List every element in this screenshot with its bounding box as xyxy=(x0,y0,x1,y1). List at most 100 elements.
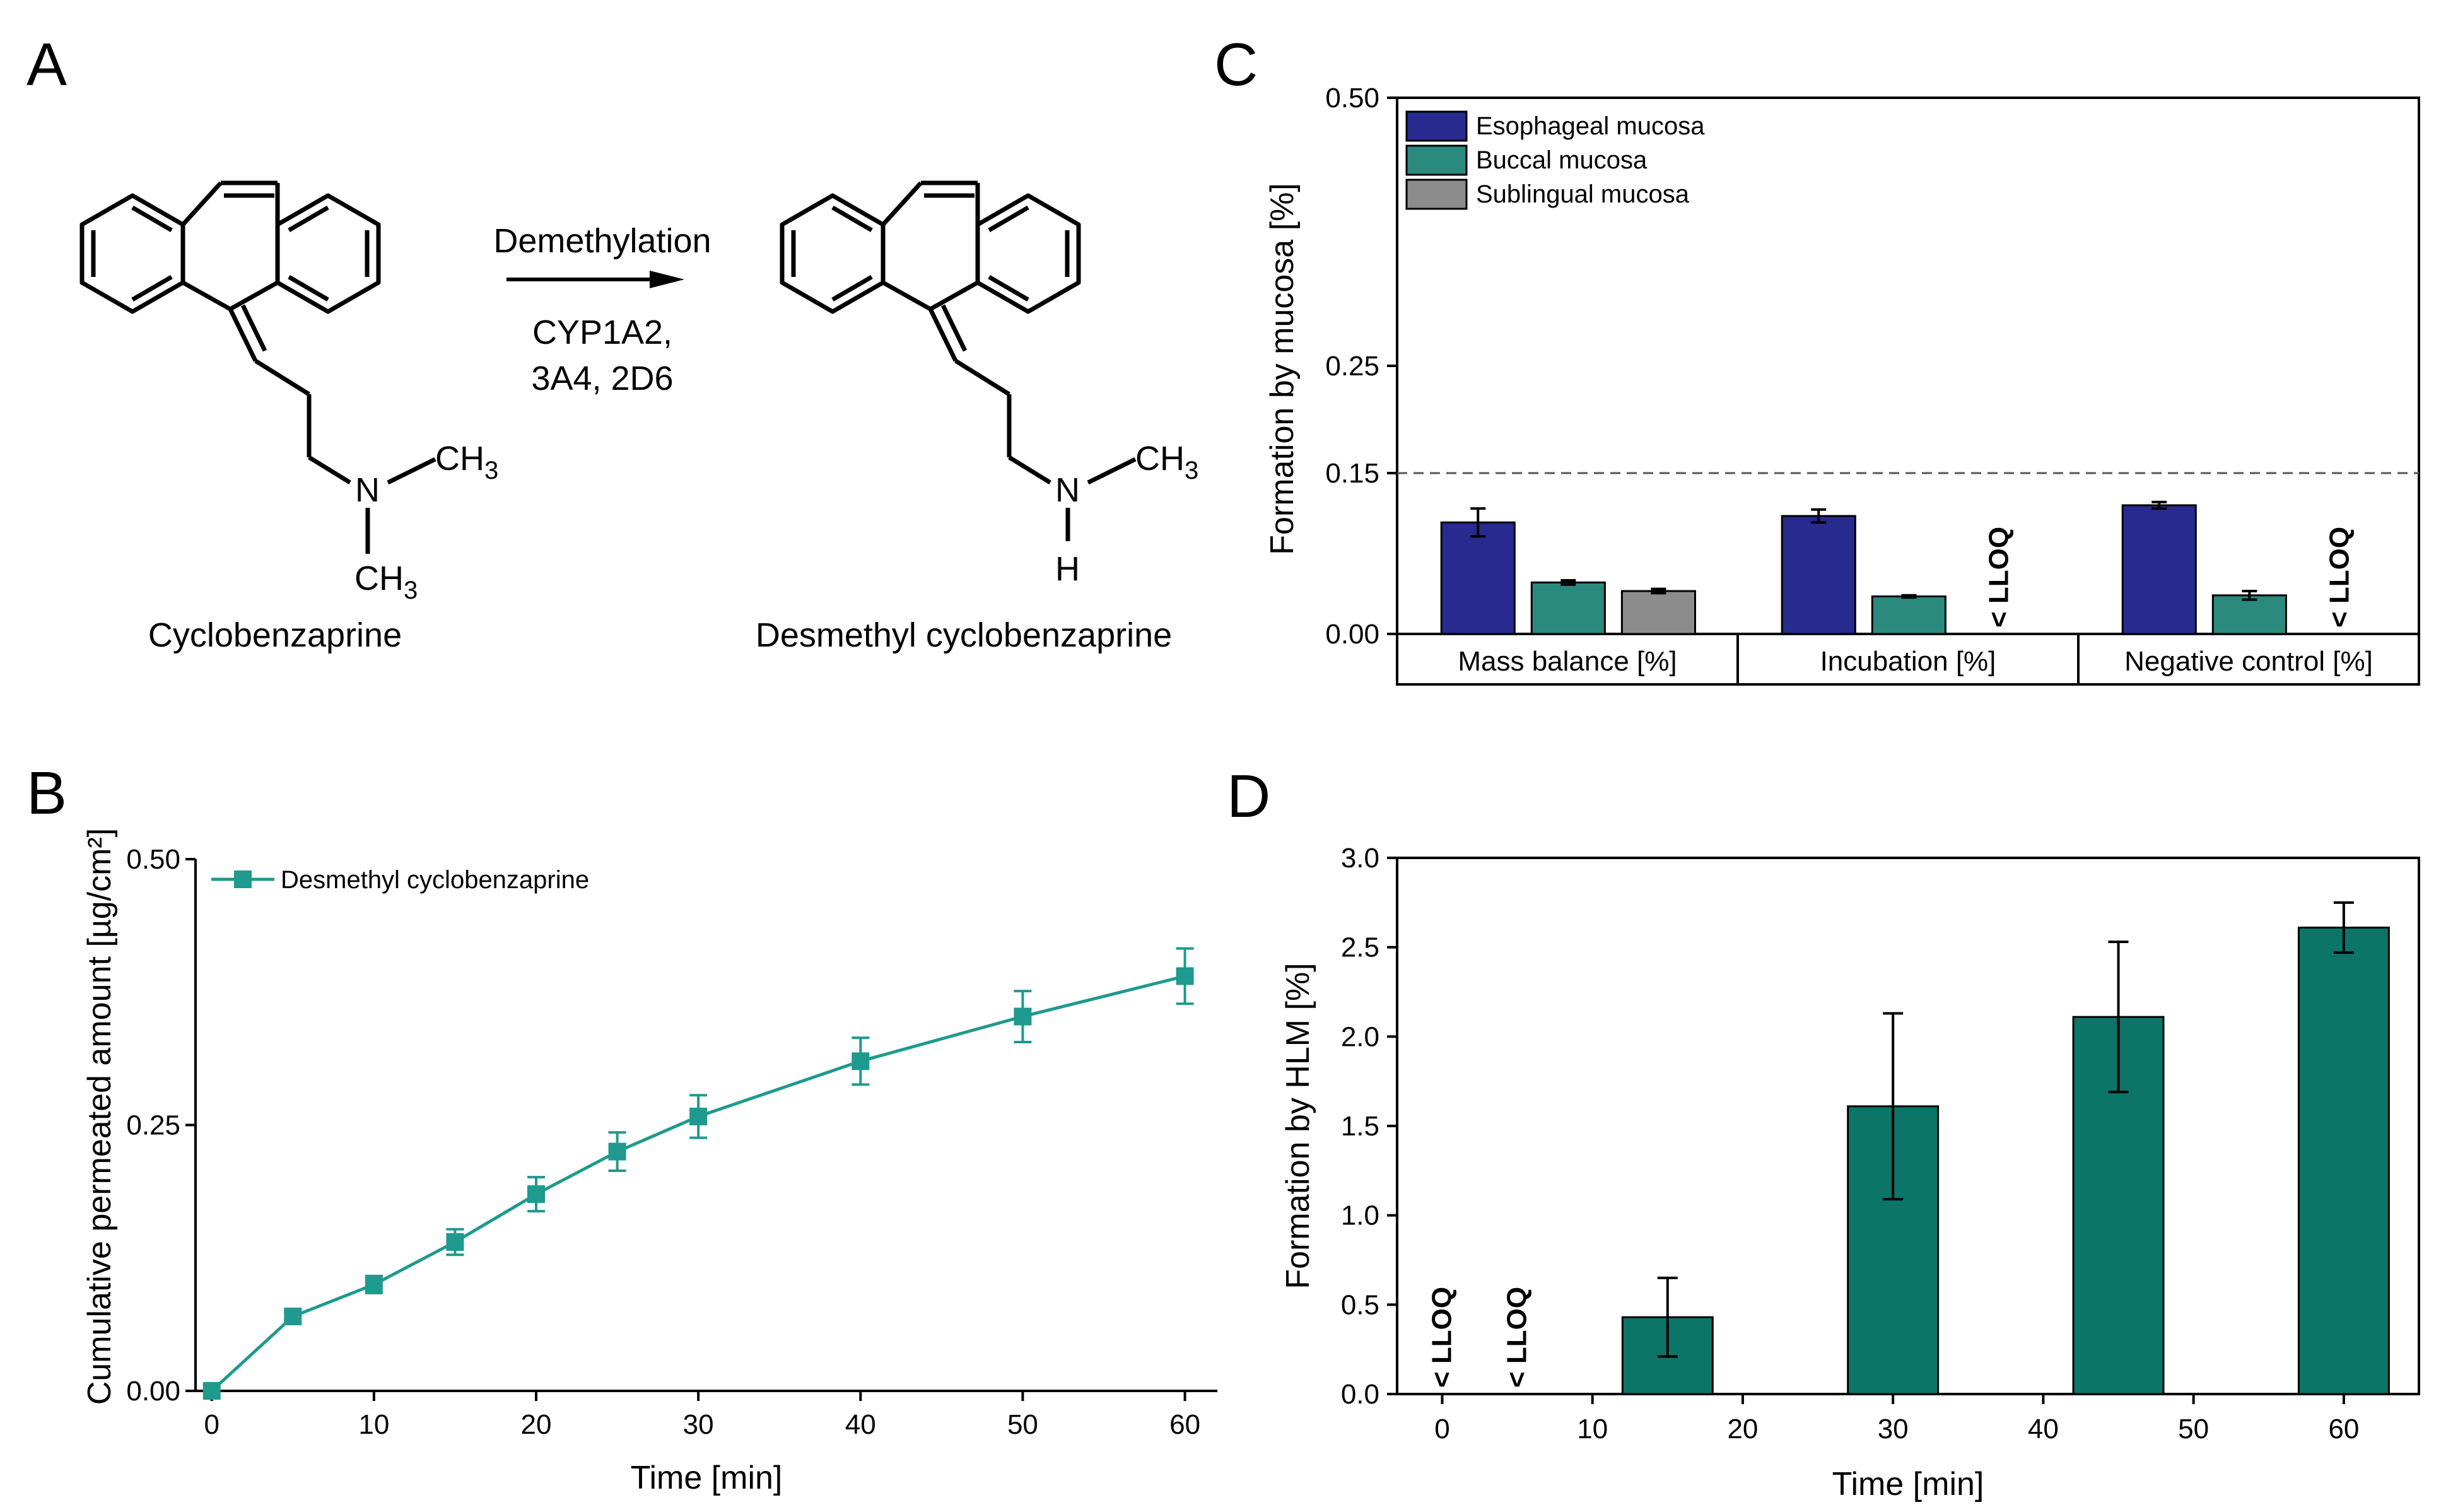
chart-b-xlabel: Time [min] xyxy=(631,1460,783,1496)
legend-marker-swatch xyxy=(234,870,252,888)
chart-c-bars: < LLOQ < LLOQ xyxy=(1440,500,2355,635)
legend-label-sublingual: Sublingual mucosa xyxy=(1476,180,1690,208)
x-tick-label: 20 xyxy=(1727,1414,1758,1445)
bar xyxy=(2211,594,2287,635)
methyl-group-2: CH3 xyxy=(354,560,418,604)
chart-d-ticks: 0 10 20 30 40 50 60 0.0 0.5 1.0 1.5 2.0 2.5 3.0 xyxy=(1341,843,2360,1445)
lloq-label: < LLOQ xyxy=(1502,1287,1533,1388)
x-tick-label: 10 xyxy=(358,1409,389,1440)
panel-c: C Formation by mucosa [%] 0.000.150.250.… xyxy=(1214,31,2420,686)
legend-label-esophageal: Esophageal mucosa xyxy=(1476,112,1705,140)
desmethyl-cyclobenzaprine-structure xyxy=(780,180,1137,541)
chart-c-ticks: 0.00 0.15 0.25 0.50 xyxy=(1325,83,1397,650)
reaction-arrowhead xyxy=(650,271,684,288)
chart-c-frame xyxy=(1396,97,2420,635)
y-tick-label: 0.15 xyxy=(1325,458,1379,489)
legend-label-buccal: Buccal mucosa xyxy=(1476,146,1648,174)
y-tick-label: 1.5 xyxy=(1341,1111,1379,1142)
legend-swatch-esophageal xyxy=(1405,110,1468,142)
x-tick-label: 60 xyxy=(2328,1414,2359,1445)
y-tick-label: 0.25 xyxy=(1325,351,1379,382)
panel-d: D Formation by HLM [%] Time [min] 0 10 20 3… xyxy=(1227,763,2420,1503)
bar xyxy=(2121,504,2197,635)
y-tick-label: 0.50 xyxy=(1325,83,1379,114)
lloq-label: < LLOQ xyxy=(1983,527,2014,628)
x-tick-label: 50 xyxy=(1007,1409,1038,1440)
x-tick-label: 40 xyxy=(845,1409,876,1440)
lloq-label: < LLOQ xyxy=(2324,527,2355,628)
methyl-group-product: CH3 xyxy=(1135,440,1198,484)
panel-label-b: B xyxy=(26,759,67,827)
bar xyxy=(1781,515,1856,635)
atom-n: N xyxy=(355,471,380,509)
x-tick-label: 10 xyxy=(1577,1414,1608,1445)
y-tick-label: 3.0 xyxy=(1341,843,1379,874)
bar xyxy=(1440,521,1516,635)
panel-b: B Cumulative permeated amount [µg/cm²] T… xyxy=(26,759,1217,1496)
chart-b-legend: Desmethyl cyclobenzaprine xyxy=(211,866,589,894)
y-tick-label: 0.0 xyxy=(1341,1379,1379,1410)
chart-c-ylabel: Formation by mucosa [%] xyxy=(1264,183,1301,555)
y-tick-label: 2.0 xyxy=(1341,1021,1379,1052)
x-tick-label: 20 xyxy=(521,1409,552,1440)
data-point xyxy=(284,1307,302,1325)
methyl-group-1: CH3 xyxy=(435,440,498,484)
category-label: Mass balance [%] xyxy=(1458,646,1677,677)
chart-d-bars: < LLOQ < LLOQ xyxy=(1426,901,2390,1395)
x-tick-label: 50 xyxy=(2178,1414,2209,1445)
legend-swatch-sublingual xyxy=(1405,179,1468,210)
y-tick-label: 0.00 xyxy=(1325,619,1379,650)
chart-b-ticks: 0 10 20 30 40 50 60 0.00 0.25 0.50 xyxy=(126,844,1200,1440)
bar xyxy=(1530,581,1606,635)
data-point xyxy=(1176,967,1194,985)
x-tick-label: 30 xyxy=(1878,1414,1909,1445)
reaction-label: Demethylation xyxy=(493,222,711,260)
chart-c-categories: Mass balance [%] Incubation [%] Negative c… xyxy=(1458,634,2373,684)
x-tick-label: 40 xyxy=(2028,1414,2059,1445)
panel-label-c: C xyxy=(1214,31,1258,98)
bar xyxy=(1620,590,1696,635)
x-tick-label: 60 xyxy=(1169,1409,1200,1440)
chart-c-legend: Esophageal mucosa Buccal mucosa Sublingu… xyxy=(1405,110,1705,210)
data-point xyxy=(365,1275,383,1294)
enzymes-line-1: CYP1A2, xyxy=(532,314,672,351)
chart-b-series xyxy=(202,947,1194,1400)
data-point xyxy=(852,1052,870,1070)
x-tick-label: 0 xyxy=(1434,1414,1449,1445)
data-point xyxy=(1014,1007,1032,1026)
chart-d-ylabel: Formation by HLM [%] xyxy=(1280,963,1316,1289)
chart-d-xlabel: Time [min] xyxy=(1832,1466,1984,1503)
x-tick-label: 0 xyxy=(204,1409,219,1440)
y-tick-label: 1.0 xyxy=(1341,1200,1379,1231)
panel-label-a: A xyxy=(26,31,67,98)
panel-label-d: D xyxy=(1227,763,1270,830)
y-tick-label: 0.00 xyxy=(126,1376,180,1407)
y-tick-label: 0.5 xyxy=(1341,1289,1379,1320)
category-label: Negative control [%] xyxy=(2124,646,2373,677)
y-tick-label: 2.5 xyxy=(1341,932,1379,963)
bar xyxy=(2297,927,2390,1395)
legend-swatch-buccal xyxy=(1405,144,1468,176)
data-point xyxy=(689,1108,708,1126)
category-label: Incubation [%] xyxy=(1820,646,1996,677)
enzymes-line-2: 3A4, 2D6 xyxy=(531,360,673,397)
lloq-label: < LLOQ xyxy=(1426,1287,1457,1388)
legend-label: Desmethyl cyclobenzaprine xyxy=(281,866,589,894)
atom-h: H xyxy=(1055,550,1080,588)
y-tick-label: 0.50 xyxy=(126,844,180,875)
cyclobenzaprine-structure xyxy=(79,180,436,554)
product-name: Desmethyl cyclobenzaprine xyxy=(756,616,1172,654)
series-line xyxy=(211,975,1186,1392)
data-point xyxy=(446,1233,464,1251)
data-point xyxy=(608,1142,626,1161)
y-tick-label: 0.25 xyxy=(126,1110,180,1141)
atom-n-product: N xyxy=(1055,471,1080,509)
x-tick-label: 30 xyxy=(683,1409,714,1440)
chart-b-ylabel: Cumulative permeated amount [µg/cm²] xyxy=(81,828,118,1405)
data-point xyxy=(527,1185,545,1204)
bar xyxy=(1871,595,1946,635)
panel-a: A N CH3 CH3 Cyclobenz xyxy=(26,31,1198,654)
reactant-name: Cyclobenzaprine xyxy=(148,616,402,654)
data-point xyxy=(202,1382,221,1400)
